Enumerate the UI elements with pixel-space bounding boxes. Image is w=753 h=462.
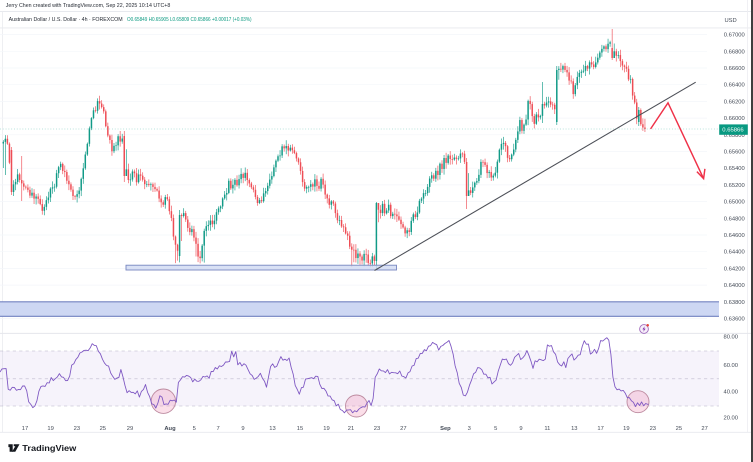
svg-text:27: 27 xyxy=(701,426,707,432)
svg-text:19: 19 xyxy=(47,426,53,432)
svg-text:Sep: Sep xyxy=(440,426,451,432)
svg-text:13: 13 xyxy=(571,426,577,432)
svg-text:Jerry Chen created with Tradin: Jerry Chen created with TradingView.com,… xyxy=(6,3,171,9)
svg-text:Aug: Aug xyxy=(164,426,176,432)
svg-text:19: 19 xyxy=(623,426,629,432)
svg-text:40.00: 40.00 xyxy=(724,390,739,396)
svg-text:0.63800: 0.63800 xyxy=(724,300,745,306)
svg-text:O0.65849 H0.65905 L0.65809 C0.: O0.65849 H0.65905 L0.65809 C0.65866 +0.0… xyxy=(127,17,252,23)
svg-text:0.64600: 0.64600 xyxy=(724,233,745,239)
svg-text:15: 15 xyxy=(297,426,303,432)
svg-text:9: 9 xyxy=(241,426,244,432)
svg-text:0.65000: 0.65000 xyxy=(724,200,745,206)
svg-text:0.64200: 0.64200 xyxy=(724,266,745,272)
svg-text:7: 7 xyxy=(216,426,219,432)
svg-text:3: 3 xyxy=(468,426,471,432)
svg-text:0.66200: 0.66200 xyxy=(724,99,745,105)
svg-text:25: 25 xyxy=(100,426,106,432)
svg-text:0.67000: 0.67000 xyxy=(724,33,745,39)
svg-text:17: 17 xyxy=(597,426,603,432)
svg-text:0.66600: 0.66600 xyxy=(724,66,745,72)
svg-text:0.66800: 0.66800 xyxy=(724,49,745,55)
svg-text:9: 9 xyxy=(519,426,522,432)
svg-text:27: 27 xyxy=(400,426,406,432)
svg-text:19: 19 xyxy=(323,426,329,432)
svg-text:23: 23 xyxy=(650,426,656,432)
svg-text:80.00: 80.00 xyxy=(724,335,739,341)
svg-text:0.64800: 0.64800 xyxy=(724,216,745,222)
svg-text:5: 5 xyxy=(494,426,497,432)
svg-text:USD: USD xyxy=(725,18,737,24)
svg-text:0.66400: 0.66400 xyxy=(724,83,745,89)
svg-text:29: 29 xyxy=(127,426,133,432)
svg-text:0.65866: 0.65866 xyxy=(722,128,744,134)
svg-text:17: 17 xyxy=(22,426,28,432)
svg-text:0.64400: 0.64400 xyxy=(724,250,745,256)
svg-text:0.65600: 0.65600 xyxy=(724,150,745,156)
svg-text:0.66000: 0.66000 xyxy=(724,116,745,122)
svg-text:TradingView: TradingView xyxy=(22,443,76,453)
svg-text:Australian Dollar / U.S. Dolla: Australian Dollar / U.S. Dollar · 4h · F… xyxy=(9,17,123,23)
svg-text:0.64000: 0.64000 xyxy=(724,283,745,289)
svg-text:11: 11 xyxy=(544,426,550,432)
svg-text:0.65400: 0.65400 xyxy=(724,166,745,172)
svg-text:0.65800: 0.65800 xyxy=(724,133,745,139)
svg-text:21: 21 xyxy=(348,426,354,432)
svg-text:20.00: 20.00 xyxy=(724,416,739,422)
svg-text:5: 5 xyxy=(193,426,196,432)
svg-text:23: 23 xyxy=(374,426,380,432)
svg-text:60.00: 60.00 xyxy=(724,363,739,369)
svg-text:25: 25 xyxy=(676,426,682,432)
svg-text:0.63600: 0.63600 xyxy=(724,317,745,323)
svg-text:13: 13 xyxy=(269,426,275,432)
svg-text:0.65200: 0.65200 xyxy=(724,183,745,189)
svg-text:23: 23 xyxy=(74,426,80,432)
